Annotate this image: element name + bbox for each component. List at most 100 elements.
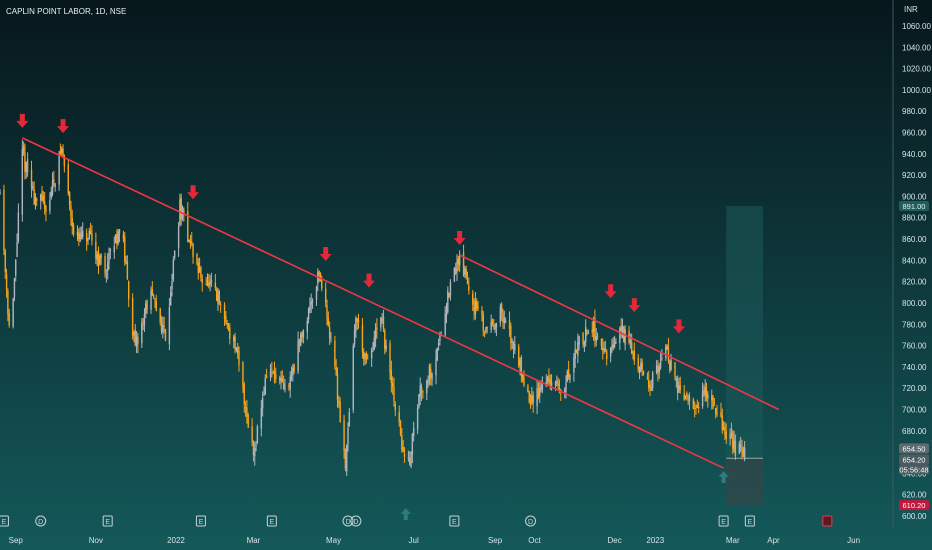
candle-body — [265, 375, 268, 378]
x-tick-label: May — [326, 536, 341, 545]
dividend-marker-circle — [525, 515, 537, 527]
candle-body — [511, 341, 513, 343]
candle-body — [372, 347, 374, 349]
candle-body — [416, 408, 419, 430]
candle-body — [407, 457, 410, 459]
candle-body — [104, 256, 106, 274]
candle-body — [674, 362, 676, 378]
candle-body — [621, 325, 624, 333]
candle-body — [45, 206, 47, 213]
trendline[interactable] — [21, 137, 724, 469]
candle-body — [122, 234, 125, 240]
candle-body — [540, 387, 542, 389]
candle-body — [694, 407, 696, 409]
arrow-up-icon — [400, 508, 411, 520]
candle-body — [411, 434, 414, 455]
candle-body — [356, 318, 358, 322]
earnings-marker-icon[interactable]: E — [102, 515, 113, 527]
candle-body — [393, 386, 395, 402]
candle-body — [595, 335, 597, 342]
candle-body — [154, 298, 156, 301]
candle-body — [318, 270, 320, 275]
candle-body — [54, 183, 56, 187]
dividend-marker-icon[interactable]: D — [350, 515, 362, 527]
candle-body — [226, 322, 228, 326]
candle-body — [733, 440, 735, 452]
candle-body — [477, 306, 479, 309]
dividend-marker-icon[interactable]: D — [525, 515, 537, 527]
candle-body — [217, 293, 219, 304]
earnings-marker-icon[interactable]: E — [449, 515, 460, 527]
candle-body — [437, 343, 440, 346]
candle-body — [585, 327, 587, 342]
candle-body — [252, 442, 255, 455]
candle-body — [50, 191, 52, 198]
candle-body — [87, 239, 89, 241]
candle-body — [43, 201, 46, 210]
candle-body — [95, 241, 97, 258]
candle-body — [113, 245, 115, 253]
candle-body — [71, 217, 73, 227]
dividend-marker-icon[interactable]: D — [342, 515, 354, 527]
candle-body — [244, 406, 247, 410]
candle-body — [141, 322, 143, 344]
candle-body — [62, 148, 64, 156]
candle-body — [137, 336, 139, 344]
stop-price-badge-bg — [899, 500, 929, 511]
candle-body — [192, 243, 194, 257]
candle-body — [8, 313, 10, 326]
earnings-marker-icon[interactable]: E — [266, 515, 277, 527]
candle-body — [151, 289, 154, 296]
candle-body — [439, 333, 441, 341]
candle-body — [563, 389, 566, 393]
candle-body — [587, 332, 590, 334]
event-marker-label: D — [345, 519, 350, 526]
candle-body — [118, 229, 121, 234]
candle-body — [34, 196, 37, 206]
candle-body — [398, 412, 400, 423]
candle-body — [490, 321, 492, 331]
candle-body — [302, 330, 305, 337]
earnings-marker-icon[interactable]: E — [744, 515, 755, 527]
candle-body — [518, 346, 520, 366]
candle-body — [79, 234, 81, 242]
candle-body — [72, 225, 75, 235]
candle-body — [177, 226, 180, 249]
y-tick-label: 920.00 — [902, 171, 927, 180]
candle-body — [711, 395, 713, 401]
candle-body — [63, 155, 66, 167]
candle-body — [508, 319, 511, 330]
candle-body — [352, 345, 354, 410]
candle-body — [640, 363, 642, 372]
arrow-down-icon — [319, 247, 332, 261]
y-tick-label: 960.00 — [902, 129, 927, 138]
candle-body — [348, 412, 351, 427]
candle-body — [456, 261, 458, 273]
candle-body — [85, 233, 88, 242]
earnings-marker-icon[interactable]: E — [195, 515, 206, 527]
upcoming-earnings-icon[interactable] — [822, 515, 833, 527]
earnings-marker-icon[interactable]: E — [718, 515, 729, 527]
trendline[interactable] — [459, 254, 780, 411]
target-price-badge-bg — [899, 201, 929, 212]
candle-body — [288, 385, 290, 387]
candle-body — [168, 306, 171, 344]
earnings-marker-icon[interactable]: E — [0, 515, 9, 527]
candle-body — [476, 301, 478, 309]
candle-body — [705, 389, 708, 398]
candle-body — [58, 153, 60, 185]
candle-body — [205, 283, 207, 286]
candle-body — [567, 369, 570, 378]
candle-body — [309, 305, 311, 311]
y-tick-label: 1040.00 — [902, 43, 931, 52]
candle-body — [336, 374, 339, 400]
last-price-badge-bg — [899, 454, 929, 465]
candle-body — [114, 234, 117, 244]
y-tick-label: 700.00 — [902, 405, 927, 414]
candle-body — [554, 382, 557, 386]
dividend-marker-icon[interactable]: D — [35, 515, 47, 527]
candle-body — [602, 347, 604, 350]
candle-body — [142, 321, 144, 323]
